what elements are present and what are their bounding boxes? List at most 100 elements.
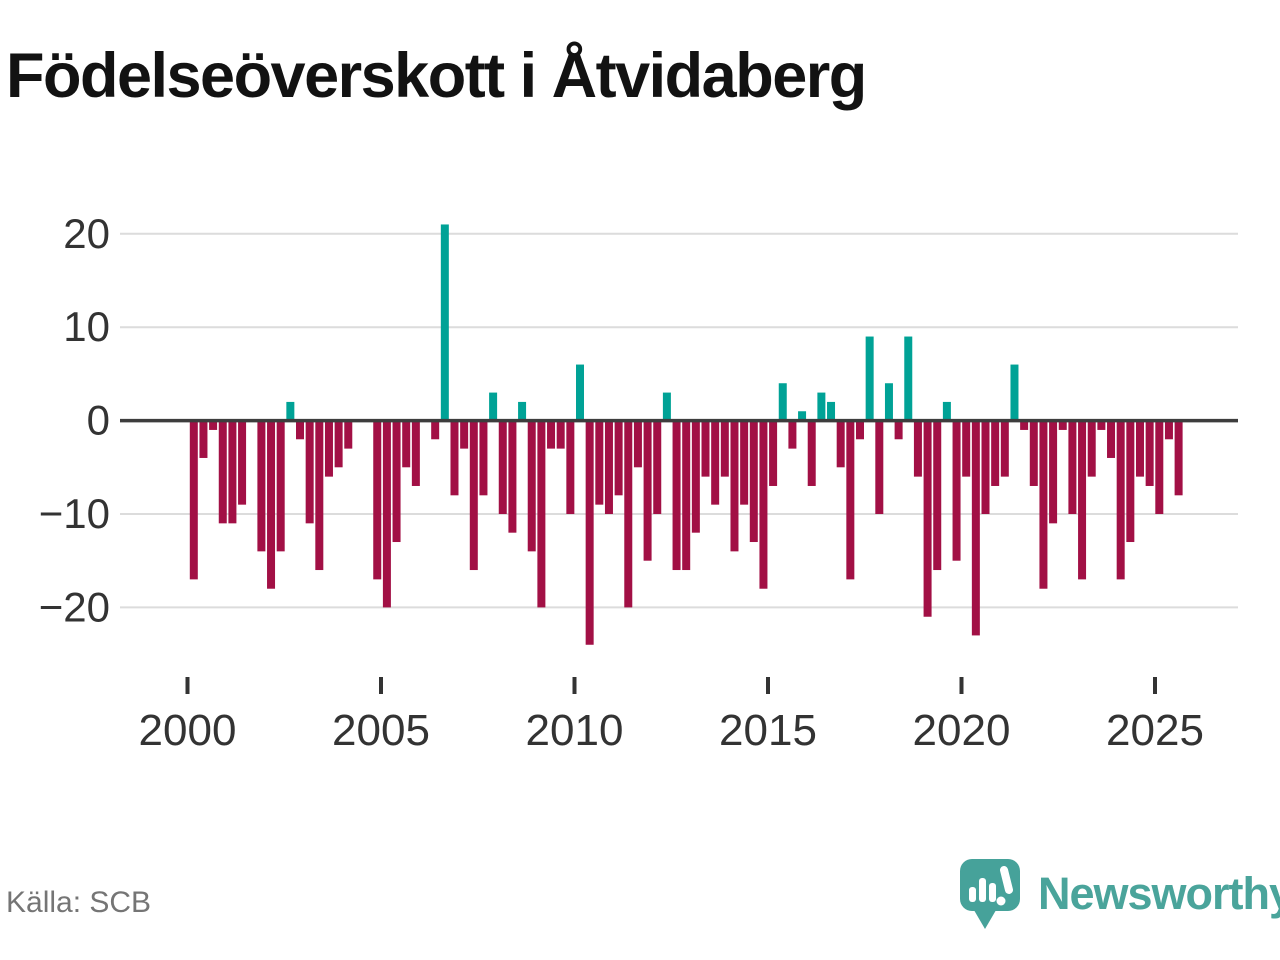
bar-2010q4 <box>604 420 613 514</box>
bar-2025q2 <box>1164 420 1173 440</box>
bar-2013q1 <box>691 420 700 533</box>
bar-2017q2 <box>855 420 864 440</box>
bar-2012q2 <box>662 392 671 421</box>
bar-2005q4 <box>411 420 420 486</box>
bar-2012q3 <box>672 420 681 571</box>
bar-2002q4 <box>296 420 305 440</box>
bar-2003q2 <box>315 420 324 571</box>
bar-2014q4 <box>759 420 768 589</box>
bar-2011q4 <box>643 420 652 561</box>
bar-2016q1 <box>807 420 816 486</box>
bar-2016q3 <box>827 401 836 421</box>
bar-2019q4 <box>952 420 961 561</box>
bar-2022q3 <box>1058 420 1067 430</box>
x-axis-label: 2010 <box>526 706 624 755</box>
newsworthy-logo: Newsworthy <box>958 858 1280 930</box>
bar-2008q2 <box>508 420 517 533</box>
bar-2007q4 <box>489 392 498 421</box>
y-axis-label: 0 <box>87 397 110 444</box>
bar-2017q4 <box>875 420 884 514</box>
bar-2003q1 <box>305 420 314 524</box>
bar-2009q2 <box>556 420 565 449</box>
bar-2005q3 <box>402 420 411 468</box>
source-label: Källa: SCB <box>6 886 152 919</box>
y-axis-label: 10 <box>63 303 110 350</box>
bar-2014q1 <box>730 420 739 552</box>
bar-2007q3 <box>479 420 488 496</box>
newsworthy-logo-icon <box>960 859 1020 929</box>
bar-2005q2 <box>392 420 401 543</box>
bar-2008q1 <box>498 420 507 514</box>
bar-2011q1 <box>614 420 623 496</box>
page-title: Födelseöverskott i Åtvidaberg <box>6 41 867 111</box>
bar-2013q3 <box>711 420 720 505</box>
bar-2012q3 <box>682 420 691 571</box>
bar-2025q1 <box>1155 420 1164 514</box>
bar-2014q3 <box>749 420 758 543</box>
bar-2021q4 <box>1029 420 1038 486</box>
bar-2008q4 <box>527 420 536 552</box>
bar-2003q4 <box>334 420 343 468</box>
bar-2000q2 <box>199 420 208 458</box>
bar-2008q3 <box>518 401 527 421</box>
bar-2003q3 <box>324 420 333 477</box>
bar-2011q3 <box>633 420 642 468</box>
bar-2006q2 <box>431 420 440 440</box>
bar-2015q1 <box>769 420 778 486</box>
bar-2005q1 <box>382 420 391 608</box>
bar-2001q4 <box>257 420 266 552</box>
bar-2001q2 <box>238 420 247 505</box>
x-axis-label: 2005 <box>332 706 430 755</box>
bar-2004q1 <box>344 420 353 449</box>
bar-2016q2 <box>817 392 826 421</box>
bar-2024q3 <box>1135 420 1144 477</box>
bar-2010q2 <box>585 420 594 645</box>
bar-2013q2 <box>701 420 710 477</box>
bar-2018q4 <box>913 420 922 477</box>
bar-2017q3 <box>865 336 874 421</box>
bar-2015q4 <box>798 411 807 421</box>
bar-2018q3 <box>904 336 913 421</box>
bar-2023q3 <box>1097 420 1106 430</box>
bar-2009q2 <box>547 420 556 449</box>
bar-2002q3 <box>286 401 295 421</box>
newsworthy-logo-text: Newsworthy <box>1038 868 1280 919</box>
bar-2000q4 <box>218 420 227 524</box>
y-axis-label: 20 <box>63 210 110 257</box>
bar-2023q4 <box>1107 420 1116 458</box>
bar-2019q3 <box>942 401 951 421</box>
bar-2012q1 <box>653 420 662 514</box>
bar-2022q1 <box>1039 420 1048 589</box>
bar-2025q3 <box>1174 420 1183 496</box>
bar-2006q4 <box>450 420 459 496</box>
bar-2002q1 <box>267 420 276 589</box>
bar-2024q2 <box>1126 420 1135 543</box>
bar-2019q1 <box>923 420 932 617</box>
bar-2013q2 <box>720 420 729 477</box>
bar-2020q1 <box>962 420 971 477</box>
bar-2002q2 <box>276 420 285 552</box>
bar-2021q2 <box>1010 364 1019 421</box>
bar-2009q4 <box>566 420 575 514</box>
bar-2017q1 <box>846 420 855 580</box>
bar-2007q1 <box>460 420 469 449</box>
bar-2015q3 <box>788 420 797 449</box>
bar-2022q4 <box>1068 420 1077 514</box>
bar-2023q2 <box>1087 420 1096 477</box>
bar-2000q3 <box>209 420 218 430</box>
bar-2016q4 <box>836 420 845 468</box>
bar-2020q2 <box>971 420 980 636</box>
bar-2014q2 <box>740 420 749 505</box>
x-axis-label: 2015 <box>719 706 817 755</box>
bar-2024q4 <box>1145 420 1154 486</box>
bar-2019q2 <box>933 420 942 571</box>
bar-2020q3 <box>981 420 990 514</box>
bar-2009q1 <box>537 420 546 608</box>
bar-2022q2 <box>1049 420 1058 524</box>
bar-2021q3 <box>1020 420 1029 430</box>
bar-2010q3 <box>595 420 604 505</box>
x-axis-label: 2025 <box>1106 706 1204 755</box>
bar-2023q1 <box>1078 420 1087 580</box>
bar-2011q2 <box>624 420 633 608</box>
